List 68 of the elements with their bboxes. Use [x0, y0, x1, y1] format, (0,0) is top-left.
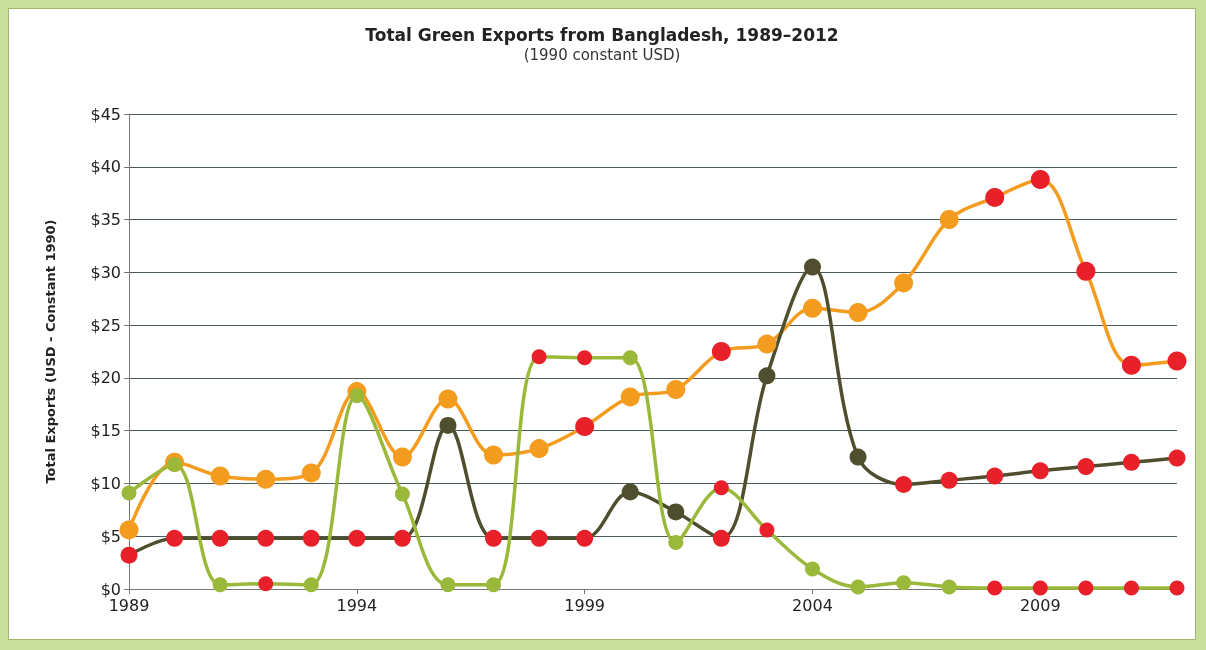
point	[349, 388, 365, 404]
point	[758, 367, 776, 385]
point	[803, 298, 822, 318]
point	[848, 302, 868, 322]
point	[438, 389, 458, 409]
point	[166, 529, 184, 547]
point	[394, 486, 410, 502]
point	[622, 350, 638, 366]
point	[940, 471, 958, 489]
x-tick-label: 2004	[792, 595, 833, 615]
point	[895, 476, 913, 493]
y-tick-label: $15	[90, 421, 121, 441]
chart-title: Total Green Exports from Bangladesh, 1989–2012	[365, 24, 839, 45]
point	[348, 529, 366, 547]
point	[1168, 449, 1186, 467]
y-tick-label: $10	[90, 473, 121, 493]
y-tick-label: $5	[100, 526, 121, 546]
point	[896, 575, 912, 591]
point	[440, 577, 456, 593]
point	[257, 529, 275, 547]
point	[484, 445, 504, 465]
point	[666, 380, 686, 399]
point	[439, 416, 457, 434]
point	[530, 529, 548, 547]
point	[529, 439, 549, 459]
point	[393, 529, 411, 547]
point	[939, 210, 959, 230]
point	[894, 273, 914, 293]
point	[302, 529, 320, 547]
point	[804, 561, 820, 577]
point	[1031, 462, 1049, 480]
chart-subtitle: (1990 constant USD)	[523, 45, 681, 64]
point	[849, 448, 867, 466]
point	[486, 577, 502, 593]
point	[620, 387, 640, 407]
point	[301, 463, 321, 483]
point	[668, 535, 684, 551]
point	[850, 579, 866, 595]
point	[211, 529, 229, 547]
x-tick-label: 1994	[336, 595, 378, 615]
point	[941, 579, 957, 595]
point	[667, 503, 685, 521]
point	[303, 577, 319, 593]
point	[1122, 453, 1140, 471]
y-tick-label: $40	[90, 157, 121, 177]
point	[210, 466, 230, 486]
y-tick-label: $25	[90, 315, 121, 335]
x-tick-label: 1999	[564, 595, 606, 615]
point	[621, 483, 639, 501]
y-tick-label: $45	[90, 104, 121, 124]
point	[757, 334, 777, 354]
point	[120, 546, 138, 564]
point	[119, 520, 139, 540]
point	[212, 577, 228, 593]
point	[392, 447, 412, 467]
point	[576, 529, 594, 547]
y-tick-label: $35	[90, 210, 121, 230]
y-axis-title: Total Exports (USD - Constant 1990)	[43, 219, 58, 484]
y-tick-label: $20	[90, 368, 121, 388]
point	[804, 258, 821, 276]
x-tick-label: 2009	[1019, 595, 1061, 615]
y-tick-label: $30	[90, 262, 121, 282]
point	[986, 467, 1004, 485]
point	[712, 529, 730, 547]
point	[121, 485, 137, 501]
point	[1077, 458, 1095, 476]
point	[485, 529, 503, 547]
point	[256, 469, 276, 489]
